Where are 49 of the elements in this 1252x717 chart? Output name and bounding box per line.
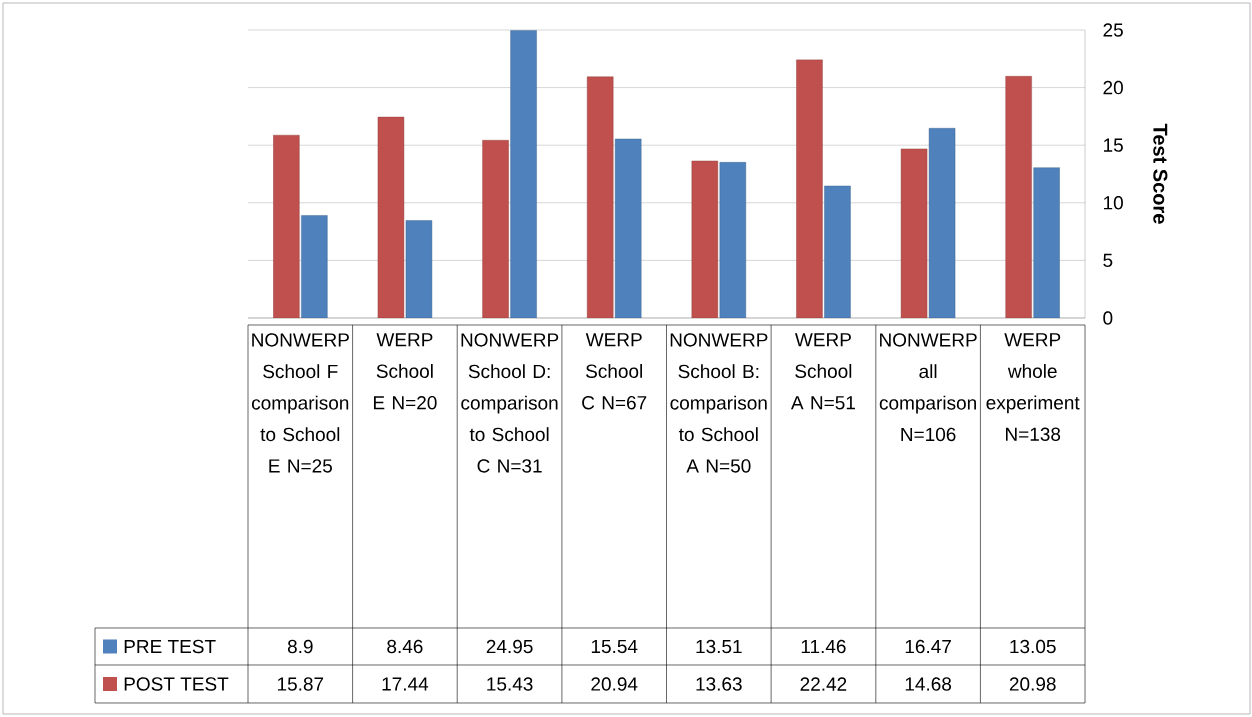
bar <box>1033 167 1060 318</box>
data-label: 20.94 <box>591 677 638 691</box>
y-tick-label: 5 <box>1103 253 1113 268</box>
bar <box>377 116 405 318</box>
x-tick-label: WERP School E N=20 <box>373 333 437 410</box>
x-tick-label: WERP whole experiment N=138 <box>986 333 1080 441</box>
bar <box>405 220 433 318</box>
data-label: 8.9 <box>287 639 313 654</box>
legend-label: PRE TEST <box>124 639 216 654</box>
bar <box>586 76 614 318</box>
bar <box>928 128 956 318</box>
data-label: 16.47 <box>905 639 951 654</box>
legend-label: POST TEST <box>124 677 229 691</box>
y-tick-label: 20 <box>1103 80 1123 95</box>
x-tick-label: NONWERP School B: comparison to School A N=50 <box>670 333 768 473</box>
x-tick-label: NONWERP School D: comparison to School C N=31 <box>461 333 559 473</box>
bar <box>614 138 642 318</box>
bar <box>691 160 719 318</box>
data-label: 15.87 <box>277 677 324 691</box>
data-label: 8.46 <box>387 639 423 654</box>
data-label: 20.98 <box>1009 677 1056 691</box>
data-label: 13.63 <box>696 677 742 691</box>
y-axis-title: Test Score <box>1153 123 1168 224</box>
bar <box>510 30 537 318</box>
x-tick-label: NONWERP School F comparison to School E N=25 <box>252 333 349 473</box>
y-tick-label: 0 <box>1103 311 1113 325</box>
x-tick-label: NONWERP all comparison N=106 <box>879 333 977 442</box>
data-label: 15.54 <box>591 639 638 654</box>
y-tick-label: 15 <box>1103 138 1123 152</box>
bar <box>301 215 328 318</box>
data-label: 22.42 <box>800 677 847 691</box>
data-label: 17.44 <box>382 677 429 691</box>
bar <box>824 185 851 318</box>
x-tick-label: WERP School A N=51 <box>790 333 855 410</box>
bar <box>900 148 928 318</box>
data-label: 11.46 <box>801 639 846 654</box>
data-label: 13.51 <box>696 639 742 654</box>
y-tick-label: 10 <box>1103 196 1123 210</box>
bar <box>273 134 300 318</box>
data-label: 14.68 <box>905 677 952 691</box>
bar <box>796 59 823 318</box>
bar <box>1005 76 1032 318</box>
data-label: 24.95 <box>486 639 533 654</box>
x-tick-label: WERP School C N=67 <box>582 333 647 410</box>
y-tick-label: 25 <box>1103 23 1123 37</box>
data-label: 13.05 <box>1010 639 1056 654</box>
data-label: 15.43 <box>487 677 533 691</box>
bar <box>482 140 509 318</box>
bar <box>719 162 747 318</box>
